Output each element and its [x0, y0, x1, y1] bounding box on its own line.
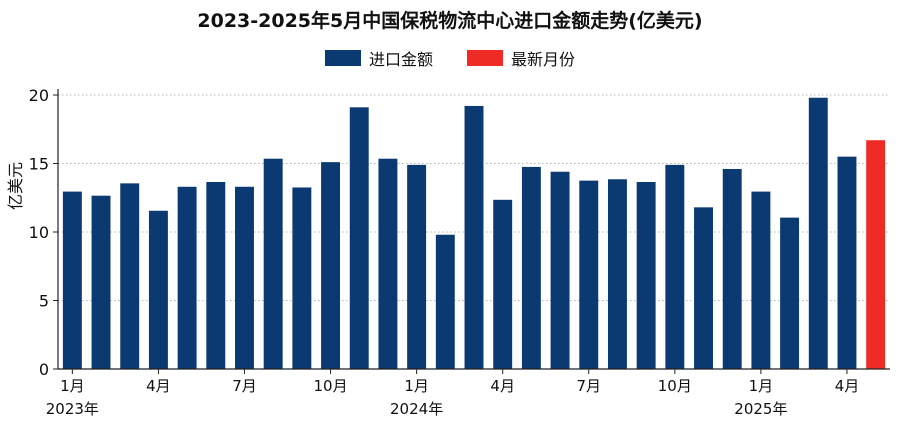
bar — [292, 187, 312, 369]
bar — [607, 179, 627, 369]
bar — [235, 186, 254, 369]
bar — [722, 168, 742, 369]
bar — [62, 191, 82, 369]
bar — [636, 181, 656, 369]
x-tick-label: 4月 — [490, 377, 515, 395]
legend-item-import: 进口金额 — [324, 46, 433, 70]
x-tick-label: 7月 — [576, 377, 601, 395]
x-year-label: 2023年 — [46, 400, 99, 418]
bar — [378, 158, 398, 369]
y-tick-label: 20 — [29, 86, 49, 105]
bar — [665, 164, 685, 369]
bar — [435, 234, 455, 369]
x-tick-label: 4月 — [146, 377, 171, 395]
y-tick-label: 0 — [39, 360, 49, 379]
y-tick-label: 10 — [29, 223, 49, 242]
bar — [206, 181, 226, 369]
bar — [550, 171, 570, 369]
legend-label-import: 进口金额 — [368, 50, 433, 69]
bar-latest — [866, 140, 886, 369]
bar — [464, 105, 484, 370]
bar — [579, 180, 599, 369]
bar — [694, 207, 713, 369]
legend-label-latest: 最新月份 — [511, 50, 576, 69]
legend-item-latest: 最新月份 — [467, 46, 575, 70]
bar — [321, 162, 341, 369]
bar — [521, 166, 541, 369]
x-tick-label: 7月 — [232, 377, 257, 395]
x-year-label: 2024年 — [390, 400, 443, 418]
bar — [407, 164, 427, 369]
bar — [120, 183, 140, 369]
x-tick-label: 4月 — [835, 377, 860, 395]
x-tick-label: 1月 — [749, 377, 774, 395]
bar — [91, 195, 111, 369]
bar — [177, 186, 197, 369]
chart-title: 2023-2025年5月中国保税物流中心进口金额走势(亿美元) — [197, 10, 703, 32]
legend-swatch-import — [324, 50, 361, 66]
bar — [263, 158, 283, 369]
legend-swatch-latest — [467, 50, 503, 66]
bar — [837, 156, 857, 369]
x-tick-label: 10月 — [658, 377, 692, 395]
bar — [349, 107, 369, 369]
x-tick-label: 10月 — [314, 377, 348, 395]
bar — [148, 210, 168, 369]
bar — [751, 191, 771, 369]
y-tick-label: 15 — [29, 155, 49, 174]
x-year-label: 2025年 — [734, 400, 787, 418]
bar — [808, 97, 828, 370]
y-tick-label: 5 — [39, 292, 49, 311]
bar — [493, 199, 513, 369]
x-tick-label: 1月 — [404, 377, 429, 395]
x-tick-label: 1月 — [60, 377, 85, 395]
chart-legend: 进口金额 最新月份 — [0, 46, 900, 70]
bar — [780, 217, 800, 369]
